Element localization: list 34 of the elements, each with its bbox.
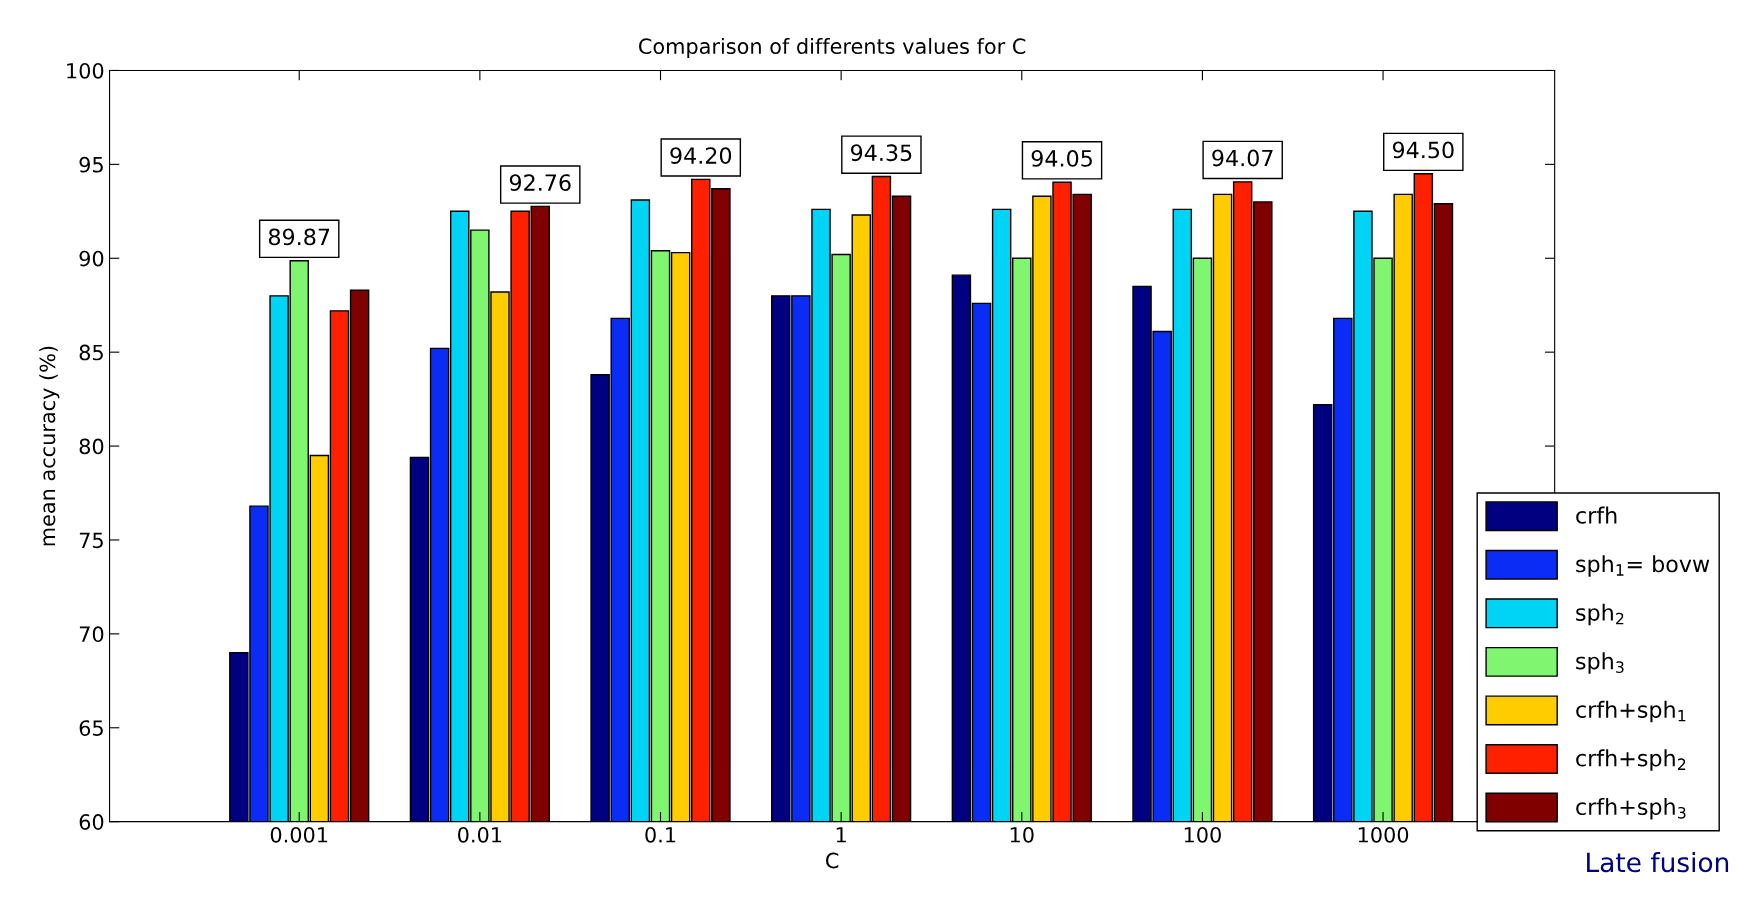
- y-tick-label: 100: [67, 62, 104, 79]
- text: Late fusion: [1587, 851, 1729, 873]
- x-axis-title: C: [826, 852, 839, 869]
- legend-label: crfh+sph$_{2}$: [1576, 749, 1686, 771]
- data-label: 94.35: [850, 144, 912, 162]
- y-tick-label: 60: [79, 814, 104, 830]
- x-tick-label: 1: [836, 827, 846, 843]
- legend-label: sph$_{3}$: [1576, 652, 1624, 674]
- chart-title: Comparison of differents values for C: [639, 37, 1026, 59]
- y-tick-label: 65: [79, 720, 103, 736]
- x-tick-label: 0.01: [458, 826, 502, 843]
- data-label: 94.07: [1212, 149, 1273, 167]
- data-label: 94.50: [1392, 141, 1454, 159]
- data-label: 89.87: [268, 228, 330, 246]
- y-tick-label: 85: [79, 344, 103, 361]
- data-label: 94.05: [1031, 149, 1092, 167]
- data-label: 92.76: [509, 174, 571, 192]
- x-tick-label: 0.001: [270, 826, 328, 843]
- legend-label: crfh+sph$_{3}$: [1576, 797, 1686, 820]
- y-tick-label: 75: [79, 532, 103, 549]
- x-tick-label: 10: [1010, 826, 1034, 843]
- y-tick-label: 70: [79, 626, 104, 643]
- y-axis-title: mean accuracy (%): [39, 346, 60, 546]
- y-tick-label: 95: [79, 156, 103, 173]
- x-tick-label: 100: [1184, 826, 1221, 843]
- x-tick-label: 1000: [1358, 826, 1409, 843]
- y-tick-label: 80: [79, 438, 104, 455]
- legend-label: sph$_{2}$: [1576, 603, 1624, 626]
- legend-label: crfh: [1576, 506, 1617, 524]
- legend-label: sph$_{1}$= bovw: [1576, 555, 1710, 577]
- data-label: 94.20: [670, 147, 732, 164]
- y-tick-label: 90: [79, 250, 104, 267]
- x-tick-label: 0.1: [645, 826, 676, 843]
- legend-label: crfh+sph$_{1}$: [1576, 700, 1686, 723]
